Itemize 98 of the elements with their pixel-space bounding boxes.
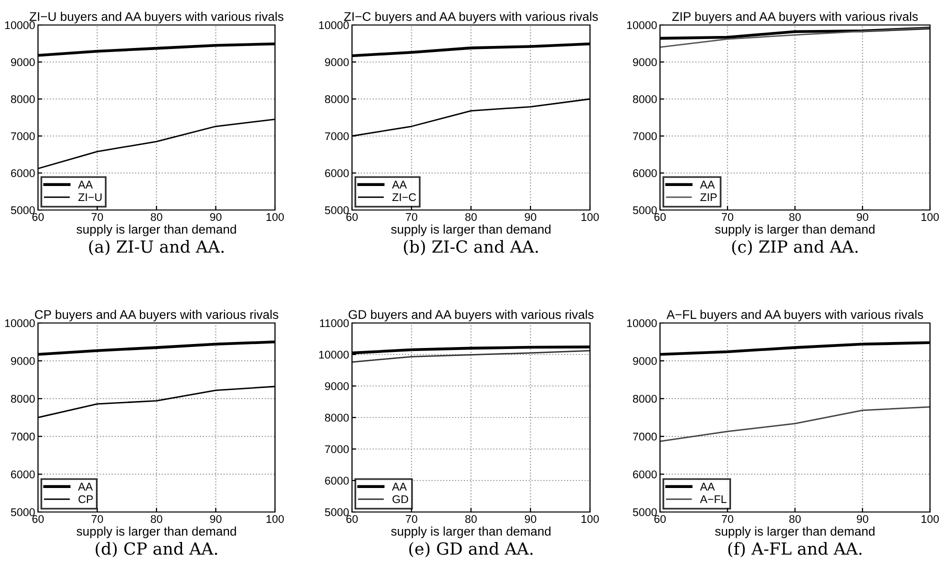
y-tick-label: 9000 [633, 58, 657, 66]
legend-label: A−FL [700, 495, 726, 504]
legend-label: AA [78, 180, 93, 188]
text: (b) ZI-C and AA. [404, 240, 538, 256]
line-series [660, 406, 930, 442]
x-tick-label: 90 [210, 515, 222, 523]
y-tick-label: 8000 [10, 95, 35, 104]
x-tick-label: 70 [722, 515, 734, 523]
x-tick-label: 60 [32, 515, 44, 523]
text: (c) ZIP and AA. [732, 240, 858, 256]
y-tick-label: 7000 [633, 432, 657, 441]
y-tick-label: 8000 [324, 414, 349, 422]
legend-label: CP [78, 495, 93, 504]
y-tick-label: 9000 [325, 382, 349, 390]
y-tick-label: 7000 [325, 445, 349, 454]
x-tick-label: 100 [266, 515, 284, 523]
y-tick-label: 9000 [325, 58, 349, 66]
x-tick-label: 60 [346, 213, 358, 221]
x-tick-label: 80 [150, 515, 162, 523]
x-axis-title: supply is larger than demand [76, 526, 236, 538]
line-series [352, 350, 590, 363]
y-tick-label: 9000 [11, 58, 35, 66]
y-tick-label: 10000 [319, 350, 349, 359]
y-tick-label: 10000 [627, 319, 657, 328]
legend-label: AA [392, 180, 407, 188]
x-tick-label: 90 [524, 213, 536, 221]
y-tick-label: 8000 [324, 95, 349, 104]
legend-label: AA [700, 482, 715, 490]
y-tick-label: 6000 [633, 169, 657, 178]
x-tick-label: 80 [465, 213, 477, 221]
x-axis-title: supply is larger than demand [76, 224, 236, 236]
x-axis-title: supply is larger than demand [715, 224, 874, 236]
x-tick-label: 80 [789, 213, 801, 221]
y-tick-label: 7000 [325, 132, 349, 140]
text: (e) GD and AA. [409, 542, 533, 558]
x-tick-label: 60 [654, 213, 666, 221]
x-axis-title: supply is larger than demand [715, 526, 874, 538]
x-tick-label: 70 [92, 515, 103, 523]
legend-label: GD [392, 495, 408, 504]
y-tick-label: 6000 [11, 169, 35, 178]
x-axis-title: supply is larger than demand [391, 526, 550, 538]
y-tick-label: 5000 [632, 508, 657, 516]
y-tick-label: 9000 [11, 357, 35, 365]
y-tick-label: 9000 [633, 357, 657, 365]
x-tick-label: 90 [524, 515, 536, 523]
chart-title: CP buyers and AA buyers with various rivals [34, 310, 278, 322]
y-tick-label: 6000 [325, 476, 349, 485]
text: (d) CP and AA. [96, 542, 218, 558]
legend-label: ZI−C [392, 193, 416, 202]
text: (f) A-FL and AA. [728, 542, 862, 558]
y-tick-label: 7000 [11, 132, 35, 140]
y-tick-label: 8000 [632, 95, 657, 104]
legend-label: AA [700, 180, 715, 188]
y-tick-label: 5000 [324, 508, 349, 516]
x-tick-label: 70 [92, 213, 103, 221]
y-tick-label: 6000 [11, 470, 35, 478]
x-tick-label: 100 [922, 213, 939, 221]
chart-title: GD buyers and AA buyers with various rivals [348, 310, 594, 322]
x-tick-label: 60 [346, 515, 358, 523]
y-tick-label: 5000 [10, 508, 35, 516]
y-tick-label: 10000 [5, 21, 35, 30]
y-tick-label: 6000 [633, 470, 657, 478]
x-tick-label: 100 [582, 515, 599, 523]
y-tick-label: 10000 [319, 21, 349, 30]
text: (a) ZI-U and AA. [89, 240, 224, 256]
y-tick-label: 10000 [5, 319, 35, 328]
chart-title: A−FL buyers and AA buyers with various rivals [666, 310, 924, 322]
y-tick-label: 8000 [632, 394, 657, 403]
legend-label: AA [78, 482, 93, 490]
y-tick-label: 5000 [632, 206, 657, 214]
y-tick-label: 7000 [633, 132, 657, 140]
x-tick-label: 90 [856, 515, 868, 523]
legend-label: ZI−U [78, 193, 102, 202]
x-tick-label: 100 [266, 213, 284, 221]
x-tick-label: 90 [210, 213, 222, 221]
legend-label: AA [392, 482, 407, 490]
x-tick-label: 70 [406, 213, 418, 221]
y-tick-label: 5000 [324, 206, 349, 214]
legend-label: ZIP [700, 193, 717, 202]
y-tick-label: 11000 [320, 319, 349, 328]
x-tick-label: 100 [922, 515, 939, 523]
line-series [660, 27, 930, 48]
x-tick-label: 80 [789, 515, 801, 523]
chart-title: ZIP buyers and AA buyers with various rivals [672, 12, 918, 24]
x-tick-label: 90 [856, 213, 868, 221]
x-tick-label: 70 [406, 515, 418, 523]
x-tick-label: 60 [654, 515, 666, 523]
y-tick-label: 8000 [10, 394, 35, 403]
x-tick-label: 70 [722, 213, 734, 221]
x-tick-label: 80 [465, 515, 477, 523]
x-tick-label: 100 [582, 213, 599, 221]
y-tick-label: 6000 [325, 169, 349, 178]
x-tick-label: 80 [150, 213, 162, 221]
y-tick-label: 5000 [10, 206, 35, 214]
x-axis-title: supply is larger than demand [391, 224, 550, 236]
y-tick-label: 7000 [11, 432, 35, 441]
y-tick-label: 10000 [627, 21, 657, 30]
x-tick-label: 60 [32, 213, 44, 221]
